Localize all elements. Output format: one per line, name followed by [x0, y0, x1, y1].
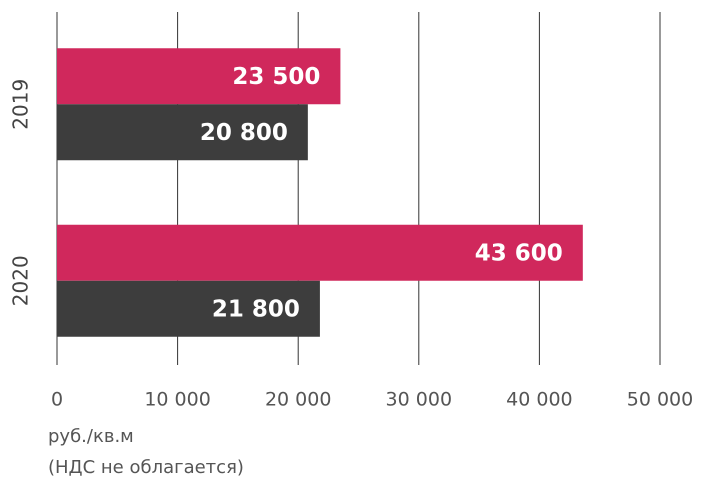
category-label: 2020 [9, 255, 33, 306]
bar [57, 48, 341, 105]
x-axis-label: руб./кв.м [48, 426, 134, 447]
value-label: 23 500 [232, 64, 320, 90]
x-tick-label: 10 000 [144, 389, 210, 411]
value-label: 21 800 [212, 296, 300, 322]
note: (НДС не облагается) [48, 457, 244, 478]
x-tick-label: 20 000 [265, 389, 331, 411]
x-tick-label: 50 000 [627, 389, 693, 411]
x-tick-label: 0 [51, 389, 63, 411]
x-tick-label: 30 000 [386, 389, 452, 411]
bar [57, 280, 320, 337]
value-label: 43 600 [475, 240, 563, 266]
value-label: 20 800 [200, 120, 288, 146]
bar [57, 224, 583, 281]
bar [57, 104, 308, 161]
x-tick-label: 40 000 [506, 389, 572, 411]
category-label: 2019 [9, 79, 33, 130]
